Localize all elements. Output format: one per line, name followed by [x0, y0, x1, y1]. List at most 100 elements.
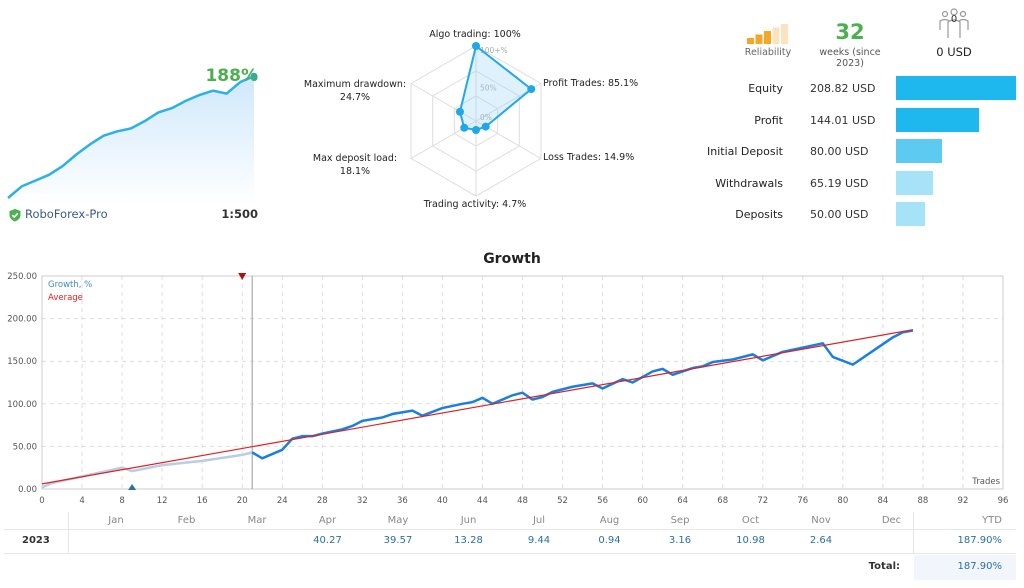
month-value: 3.16 — [668, 535, 692, 546]
weeks-count: 32 — [835, 20, 865, 44]
month-value: 9.44 — [527, 535, 551, 546]
reliability-bar — [764, 31, 771, 44]
stat-value: 80.00 USD — [810, 145, 869, 159]
label: Max deposit load: — [312, 153, 398, 164]
divider — [68, 512, 69, 554]
month-value: 40.27 — [313, 535, 342, 546]
radar-label-drawdown: Maximum drawdown: 24.7% — [300, 78, 410, 104]
stat-bar — [896, 170, 934, 195]
radar-point — [481, 122, 490, 131]
stat-bar — [896, 139, 942, 164]
subscribers-count: 0 — [950, 14, 958, 25]
sparkline-line — [7, 75, 255, 199]
radar-label-algo: Algo trading: 100% — [429, 29, 521, 40]
month-header: Apr — [318, 515, 337, 526]
ytd-value: 187.90% — [957, 535, 1003, 546]
divider — [4, 529, 1016, 530]
stat-bar — [896, 107, 979, 132]
month-header: Nov — [811, 515, 831, 526]
average-line — [41, 329, 914, 485]
x-axis-label: Trades — [972, 477, 1000, 487]
radar-point — [472, 126, 480, 134]
ytd-header: YTD — [982, 515, 1002, 526]
subscribers-icon — [936, 8, 972, 44]
stat-label: Deposits — [735, 208, 783, 222]
month-value: 13.28 — [454, 535, 483, 546]
total-cell — [914, 555, 1016, 580]
x-tick-label: 56 — [597, 496, 608, 506]
x-tick-label: 4 — [79, 496, 84, 506]
month-header: Sep — [670, 515, 690, 526]
radar-spoke — [410, 83, 477, 122]
growth-percent: 188% — [205, 66, 258, 86]
y-tick-label: 50.00 — [13, 442, 37, 452]
month-header: Aug — [599, 515, 620, 526]
x-tick-label: 20 — [237, 496, 248, 506]
stat-value: 65.19 USD — [810, 176, 869, 190]
growth-title: Growth — [483, 251, 541, 267]
stat-value: 144.01 USD — [810, 113, 876, 127]
x-tick-label: 36 — [397, 496, 408, 506]
x-tick-label: 0 — [39, 496, 44, 506]
weeks-label: weeks (since 2023) — [819, 47, 881, 69]
subscribers-funds: 0 USD — [936, 45, 972, 59]
legend-average[interactable]: Average — [48, 293, 83, 303]
x-tick-label: 84 — [877, 496, 888, 506]
x-tick-label: 16 — [197, 496, 208, 506]
month-value: 10.98 — [736, 535, 765, 546]
divider — [913, 512, 914, 554]
reliability-bar — [781, 24, 788, 44]
broker-link[interactable]: RoboForex-Pro — [25, 207, 108, 221]
month-header: Jul — [532, 515, 546, 526]
radar-label-activity: Trading activity: 4.7% — [423, 199, 527, 210]
radar-label-deposit-load: Max deposit load: 18.1% — [300, 152, 410, 178]
legend-growth[interactable]: Growth, % — [48, 280, 93, 290]
month-value: 2.64 — [809, 535, 833, 546]
x-tick-label: 76 — [797, 496, 808, 506]
sparkline-end-point — [250, 72, 258, 80]
radar-ring-label: 0% — [480, 113, 492, 122]
reliability-label: Reliability — [744, 47, 792, 58]
month-value: 39.57 — [383, 535, 413, 546]
stat-label: Equity — [748, 82, 783, 95]
y-tick-label: 100.00 — [7, 400, 37, 410]
month-header: Feb — [177, 515, 196, 526]
label: Maximum drawdown: — [303, 79, 407, 90]
risk-radar-chart: 100+% 50% 0% — [410, 42, 542, 197]
x-tick-label: 40 — [437, 496, 448, 506]
radar-label-profit: Profit Trades: 85.1% — [543, 78, 639, 89]
x-tick-label: 8 — [119, 496, 124, 506]
reliability-icon — [747, 22, 789, 48]
x-tick-label: 68 — [717, 496, 728, 506]
x-tick-label: 60 — [637, 496, 648, 506]
month-value: 0.94 — [598, 535, 621, 546]
verified-shield-icon — [8, 207, 22, 222]
month-header: Jun — [460, 515, 477, 526]
x-tick-label: 88 — [918, 496, 929, 506]
x-tick-label: 12 — [157, 496, 168, 506]
growth-sparkline — [7, 72, 258, 205]
stat-label: Initial Deposit — [707, 145, 783, 159]
x-tick-label: 92 — [958, 496, 969, 506]
value: 24.7% — [339, 92, 371, 103]
stat-bar — [896, 202, 925, 227]
y-tick-label: 0.00 — [18, 485, 37, 495]
leverage: 1:500 — [221, 207, 258, 221]
x-tick-label: 32 — [357, 496, 368, 506]
marker-triangle-up — [128, 484, 137, 490]
month-header: Jan — [108, 515, 124, 526]
sparkline-area — [8, 76, 254, 205]
x-tick-label: 44 — [477, 496, 488, 506]
stat-label: Withdrawals — [715, 176, 783, 190]
y-tick-label: 250.00 — [7, 272, 37, 282]
month-header: Dec — [881, 515, 902, 526]
stat-bar — [896, 76, 1016, 100]
divider — [4, 553, 1016, 554]
stat-label: Profit — [754, 113, 783, 127]
radar-area — [458, 44, 533, 132]
y-tick-label: 200.00 — [7, 315, 37, 325]
reliability-bar — [772, 27, 780, 44]
month-header: May — [387, 515, 409, 526]
x-tick-label: 28 — [317, 496, 328, 506]
